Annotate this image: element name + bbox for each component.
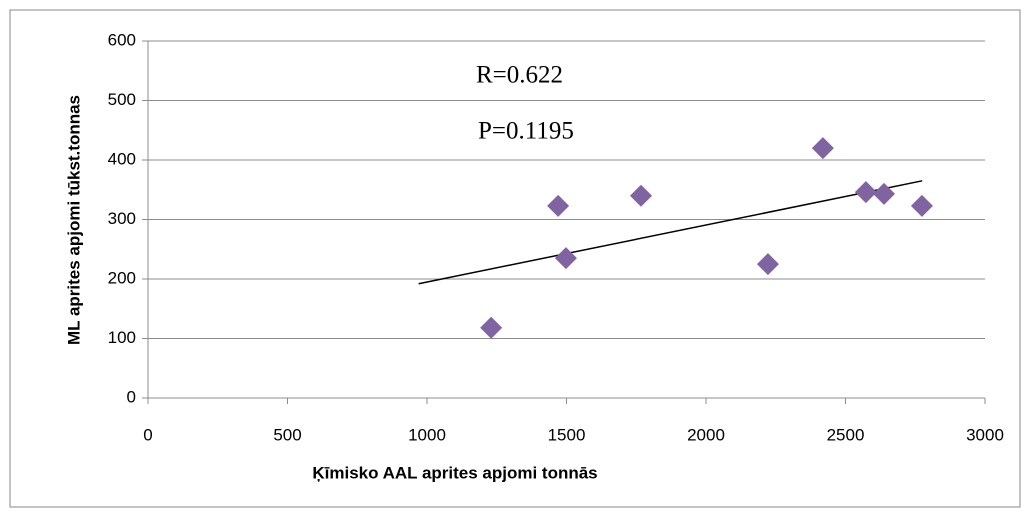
x-tick-label: 3000 [966,425,1004,444]
point [854,181,877,204]
y-tick-label: 0 [127,387,136,406]
point [547,194,570,217]
annotation: R=0.622 [476,62,563,89]
point [811,137,834,160]
x-tick-label: 2500 [827,425,865,444]
x-tick-label: 0 [143,425,152,444]
x-tick-label: 1000 [408,425,446,444]
x-tick-label: 2000 [687,425,725,444]
trend-line [418,180,923,285]
point [873,182,896,205]
point [756,253,779,276]
point [480,316,503,339]
x-axis-label: Ķīmisko AAL aprites apjomi tonnās [312,463,597,482]
point [554,247,577,270]
annotation: P=0.1195 [478,118,574,145]
y-tick-label: 300 [108,209,136,228]
x-tick-label: 1500 [548,425,586,444]
point [629,184,652,207]
y-tick-label: 400 [108,149,136,168]
chart-border [9,9,1021,508]
x-tick-label: 500 [273,425,301,444]
y-tick-label: 100 [108,328,136,347]
y-tick-label: 200 [108,268,136,287]
point [910,194,933,217]
y-axis-label: ML aprites apjomi tūkst.tonnas [64,95,83,345]
y-tick-label: 600 [108,30,136,49]
y-tick-label: 500 [108,90,136,109]
